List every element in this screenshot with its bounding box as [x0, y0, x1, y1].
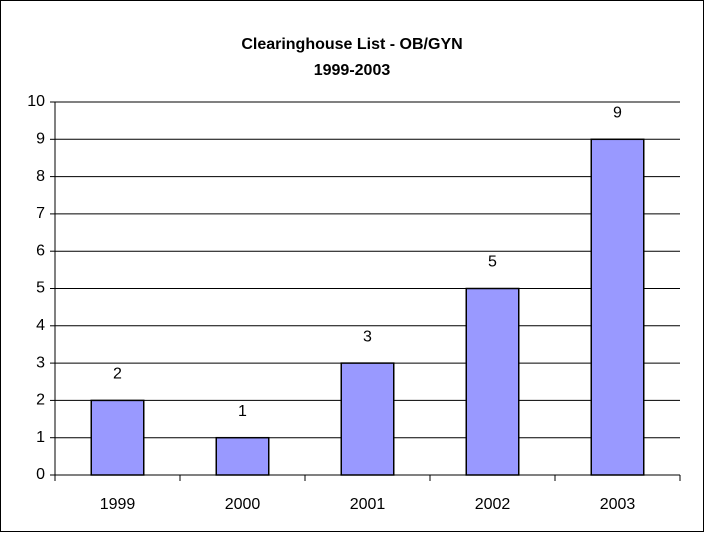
data-label: 9: [613, 105, 622, 122]
y-tick-label: 6: [36, 242, 45, 259]
x-tick-label: 2002: [475, 496, 511, 513]
y-tick-label: 3: [36, 354, 45, 371]
bar: [340, 362, 395, 476]
y-tick-label: 2: [36, 392, 45, 409]
y-tick-label: 7: [36, 205, 45, 222]
bar: [590, 138, 645, 476]
bar: [465, 287, 520, 476]
y-tick-label: 4: [36, 317, 45, 334]
chart-title: Clearinghouse List - OB/GYN: [241, 36, 462, 53]
y-tick-label: 1: [36, 429, 45, 446]
y-tick-label: 10: [27, 93, 45, 110]
x-tick-label: 2000: [225, 496, 261, 513]
y-tick-label: 9: [36, 131, 45, 148]
y-tick-label: 0: [36, 466, 45, 483]
data-label: 5: [488, 254, 497, 271]
chart-subtitle: 1999-2003: [314, 62, 391, 79]
x-tick-label: 1999: [100, 496, 136, 513]
x-tick-label: 2003: [600, 496, 636, 513]
data-label: 2: [113, 366, 122, 383]
y-tick-label: 5: [36, 280, 45, 297]
x-tick-label: 2001: [350, 496, 386, 513]
data-label: 1: [238, 403, 247, 420]
y-tick-label: 8: [36, 168, 45, 185]
bar: [90, 399, 145, 476]
bar: [215, 436, 270, 476]
data-label: 3: [363, 328, 372, 345]
